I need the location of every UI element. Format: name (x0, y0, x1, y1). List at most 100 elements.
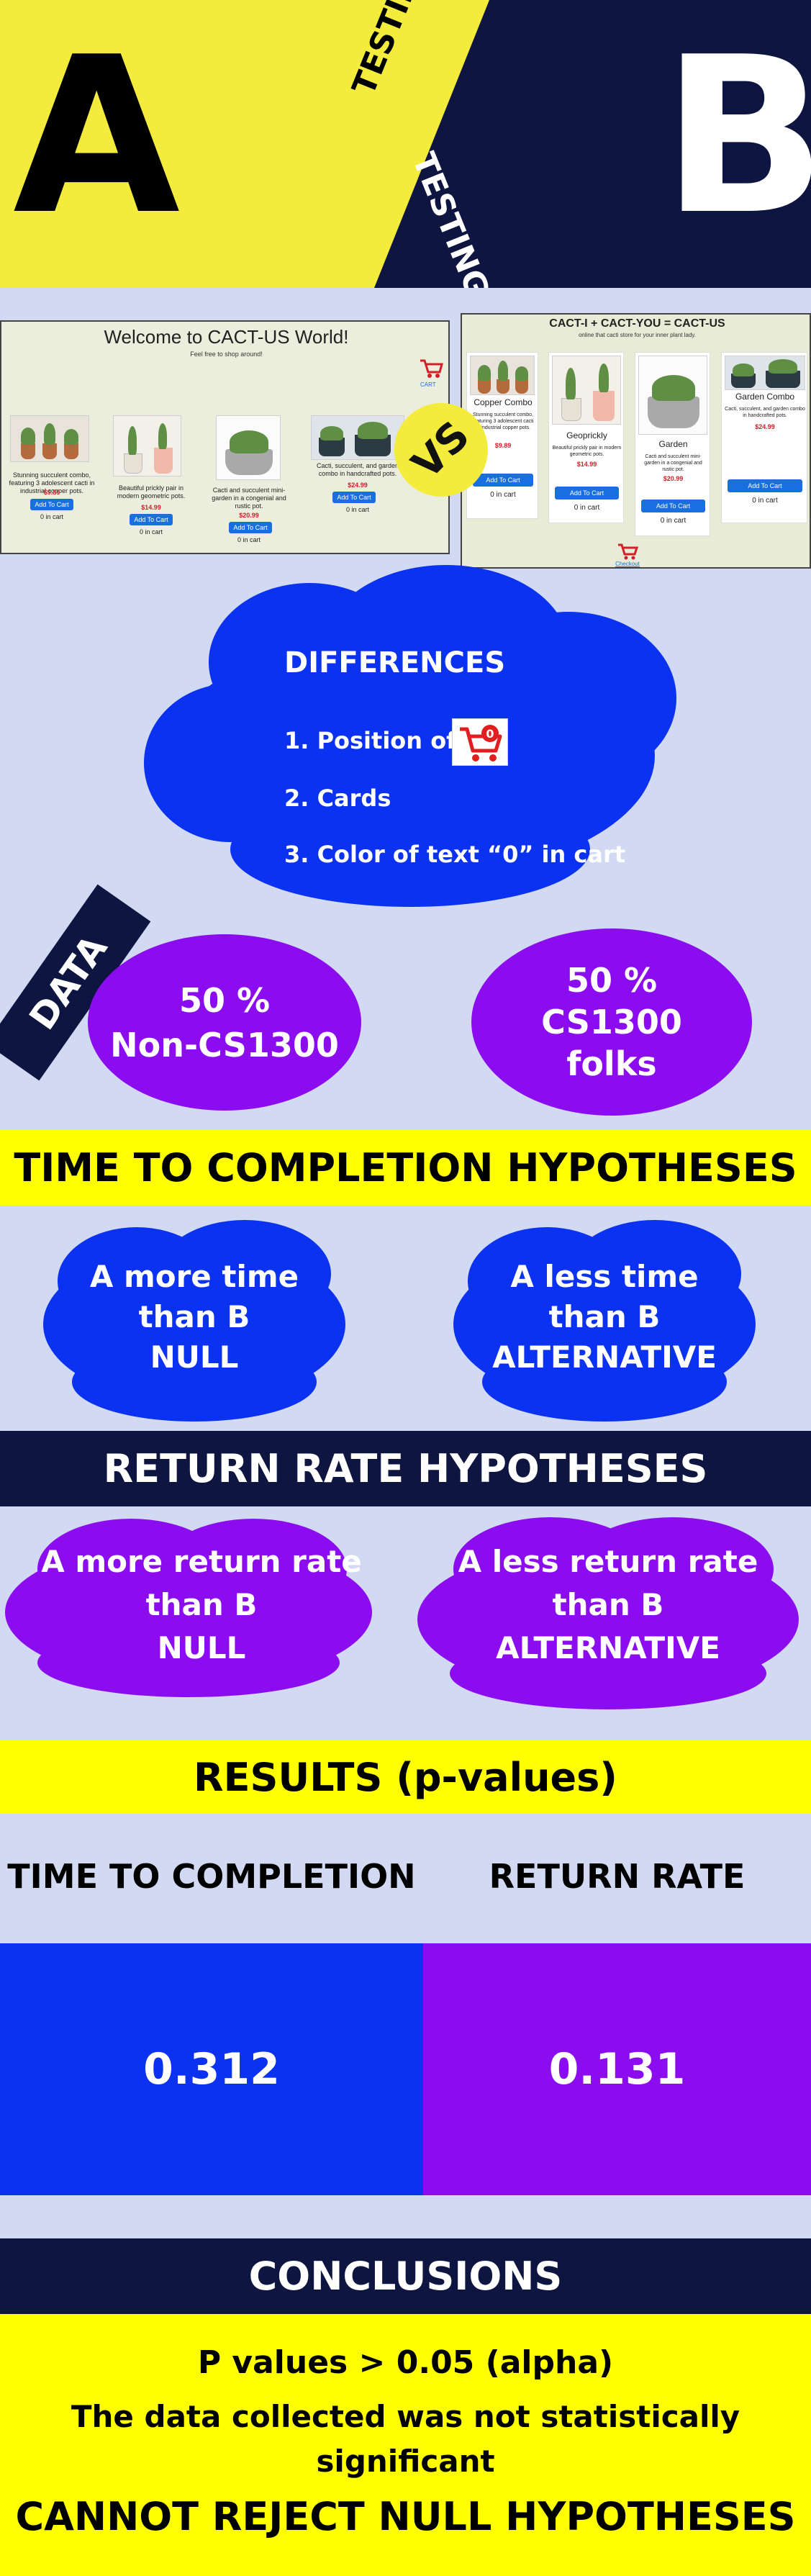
differences-cloud (144, 565, 676, 907)
product-desc: Beautiful prickly pair in modern geometr… (552, 446, 622, 457)
ttc-null-hypothesis: A more time than B NULL (43, 1245, 345, 1389)
result-label-ttc: TIME TO COMPLETION (7, 1857, 416, 1896)
add-to-cart-button[interactable]: Add To Cart (229, 522, 272, 533)
in-cart-count: 0 in cart (40, 513, 63, 520)
product-image (638, 356, 707, 435)
product-price: $14.99 (576, 461, 597, 468)
header-background (0, 0, 811, 288)
group-non-cs1300: 50 % Non-CS1300 (88, 934, 361, 1111)
product-name: Garden Combo (735, 392, 795, 402)
product-price: $20.99 (663, 475, 684, 482)
difference-item-1: 1. Position of (284, 727, 457, 754)
conclusion-line-3: significant (316, 2444, 495, 2479)
rr-null-cloud (5, 1519, 372, 1697)
ttc-banner-label: TIME TO COMPLETION HYPOTHESES (14, 1145, 797, 1190)
version-a-screenshot: Welcome to CACT-US World! Feel free to s… (0, 320, 450, 554)
group-cs1300: 50 % CS1300 folks (471, 928, 752, 1116)
conclusion-line-2: The data collected was not statistically (71, 2399, 740, 2434)
rr-null-hypothesis: A more return rate than B NULL (14, 1537, 389, 1673)
ttc-alt-line2: than B (548, 1299, 661, 1334)
results-banner-label: RESULTS (p-values) (194, 1754, 617, 1800)
add-to-cart-button[interactable]: Add To Cart (332, 492, 376, 503)
vs-badge: VS (394, 403, 488, 497)
rr-null-line3: NULL (157, 1630, 246, 1666)
group-a-label: Non-CS1300 (110, 1025, 339, 1065)
letter-a: A (13, 11, 181, 262)
result-value-rr: 0.131 (548, 2044, 686, 2094)
product-card: Geoprickly Beautiful prickly pair in mod… (548, 352, 624, 523)
difference-item-3: 3. Color of text “0” in cart (284, 841, 626, 868)
rr-alt-hypothesis: A less return rate than B ALTERNATIVE (417, 1537, 799, 1673)
rr-alt-line2: than B (552, 1587, 664, 1622)
conclusions-banner: CONCLUSIONS (0, 2238, 811, 2314)
ttc-alt-line3: ALTERNATIVE (492, 1339, 717, 1375)
ttc-banner: TIME TO COMPLETION HYPOTHESES (0, 1130, 811, 1206)
ttc-alt-line1: A less time (510, 1259, 699, 1294)
letter-b: B (662, 11, 811, 262)
result-box-rr: 0.131 (423, 1943, 811, 2195)
ttc-null-line2: than B (138, 1299, 250, 1334)
group-b-label: CS1300 (541, 1003, 682, 1041)
product-image (113, 415, 181, 476)
product-card: Garden Combo Cacti, succulent, and garde… (721, 352, 807, 523)
cart-count-badge: 0 (486, 726, 494, 741)
version-a-subtitle: Feel free to shop around! (190, 351, 263, 358)
result-label-rr: RETURN RATE (489, 1857, 746, 1896)
add-to-cart-button[interactable]: Add To Cart (30, 499, 73, 510)
add-to-cart-button[interactable]: Add To Cart (728, 479, 802, 492)
conclusions-body: P values > 0.05 (alpha) The data collect… (0, 2314, 811, 2576)
product-price: $24.99 (755, 423, 775, 430)
product-image (552, 356, 621, 425)
product-image (216, 415, 281, 480)
cart-icon[interactable] (617, 542, 638, 561)
header-banner: A B TESTING TESTING (0, 0, 811, 288)
version-b-title: CACT-I + CACT-YOU = CACT-US (549, 317, 725, 330)
rr-alt-line3: ALTERNATIVE (496, 1630, 720, 1666)
product-image (311, 415, 404, 460)
group-b-label-2: folks (566, 1044, 657, 1083)
product-desc: Stunning succulent combo, featuring 3 ad… (9, 471, 95, 494)
add-to-cart-button[interactable]: Add To Cart (130, 514, 173, 525)
in-cart-count: 0 in cart (490, 491, 516, 499)
rr-banner: RETURN RATE HYPOTHESES (0, 1431, 811, 1506)
rr-alt-cloud (417, 1517, 799, 1709)
difference-item-2: 2. Cards (284, 785, 391, 812)
in-cart-count: 0 in cart (139, 528, 163, 535)
product-desc: Beautiful prickly pair in modern geometr… (117, 484, 186, 500)
version-b-subtitle: online that cacti store for your inner p… (578, 332, 697, 338)
conclusion-line-4: CANNOT REJECT NULL HYPOTHESES (15, 2494, 796, 2539)
result-value-ttc: 0.312 (143, 2044, 280, 2094)
group-b-percent: 50 % (566, 961, 658, 1000)
rr-banner-label: RETURN RATE HYPOTHESES (103, 1446, 708, 1491)
product-price: $9.89 (43, 489, 60, 496)
cart-label[interactable]: CART (420, 381, 436, 388)
add-to-cart-button[interactable]: Add To Cart (473, 474, 533, 487)
cart-icon[interactable] (419, 358, 443, 379)
rr-null-line2: than B (145, 1587, 258, 1622)
rr-alt-line1: A less return rate (458, 1544, 758, 1579)
product-desc: Stunning succulent combo, featuring 3 ad… (472, 412, 534, 430)
result-box-ttc: 0.312 (0, 1943, 423, 2195)
product-desc: Cacti, succulent, and garden combo in ha… (316, 462, 399, 477)
product-name: Copper Combo (474, 397, 533, 407)
product-price: $20.99 (239, 512, 259, 519)
results-banner: RESULTS (p-values) (0, 1740, 811, 1814)
in-cart-count: 0 in cart (752, 497, 778, 505)
product-image (10, 415, 89, 462)
in-cart-count: 0 in cart (237, 536, 260, 543)
add-to-cart-button[interactable]: Add To Cart (555, 487, 619, 500)
in-cart-count: 0 in cart (660, 517, 687, 525)
vs-label: VS (403, 412, 479, 488)
product-name: Garden (658, 439, 688, 449)
differences-title: DIFFERENCES (284, 646, 506, 679)
in-cart-count: 0 in cart (574, 504, 600, 512)
add-to-cart-button[interactable]: Add To Cart (641, 500, 705, 512)
ttc-null-cloud (43, 1220, 345, 1422)
checkout-link[interactable]: Checkout (615, 561, 640, 567)
in-cart-count: 0 in cart (345, 506, 369, 513)
conclusions-banner-label: CONCLUSIONS (248, 2254, 563, 2299)
cart-icon: 0 (452, 718, 508, 766)
product-desc: Cacti and succulent mini-garden in a con… (212, 487, 286, 510)
conclusion-line-1: P values > 0.05 (alpha) (197, 2344, 614, 2381)
product-price: $14.99 (141, 504, 161, 511)
